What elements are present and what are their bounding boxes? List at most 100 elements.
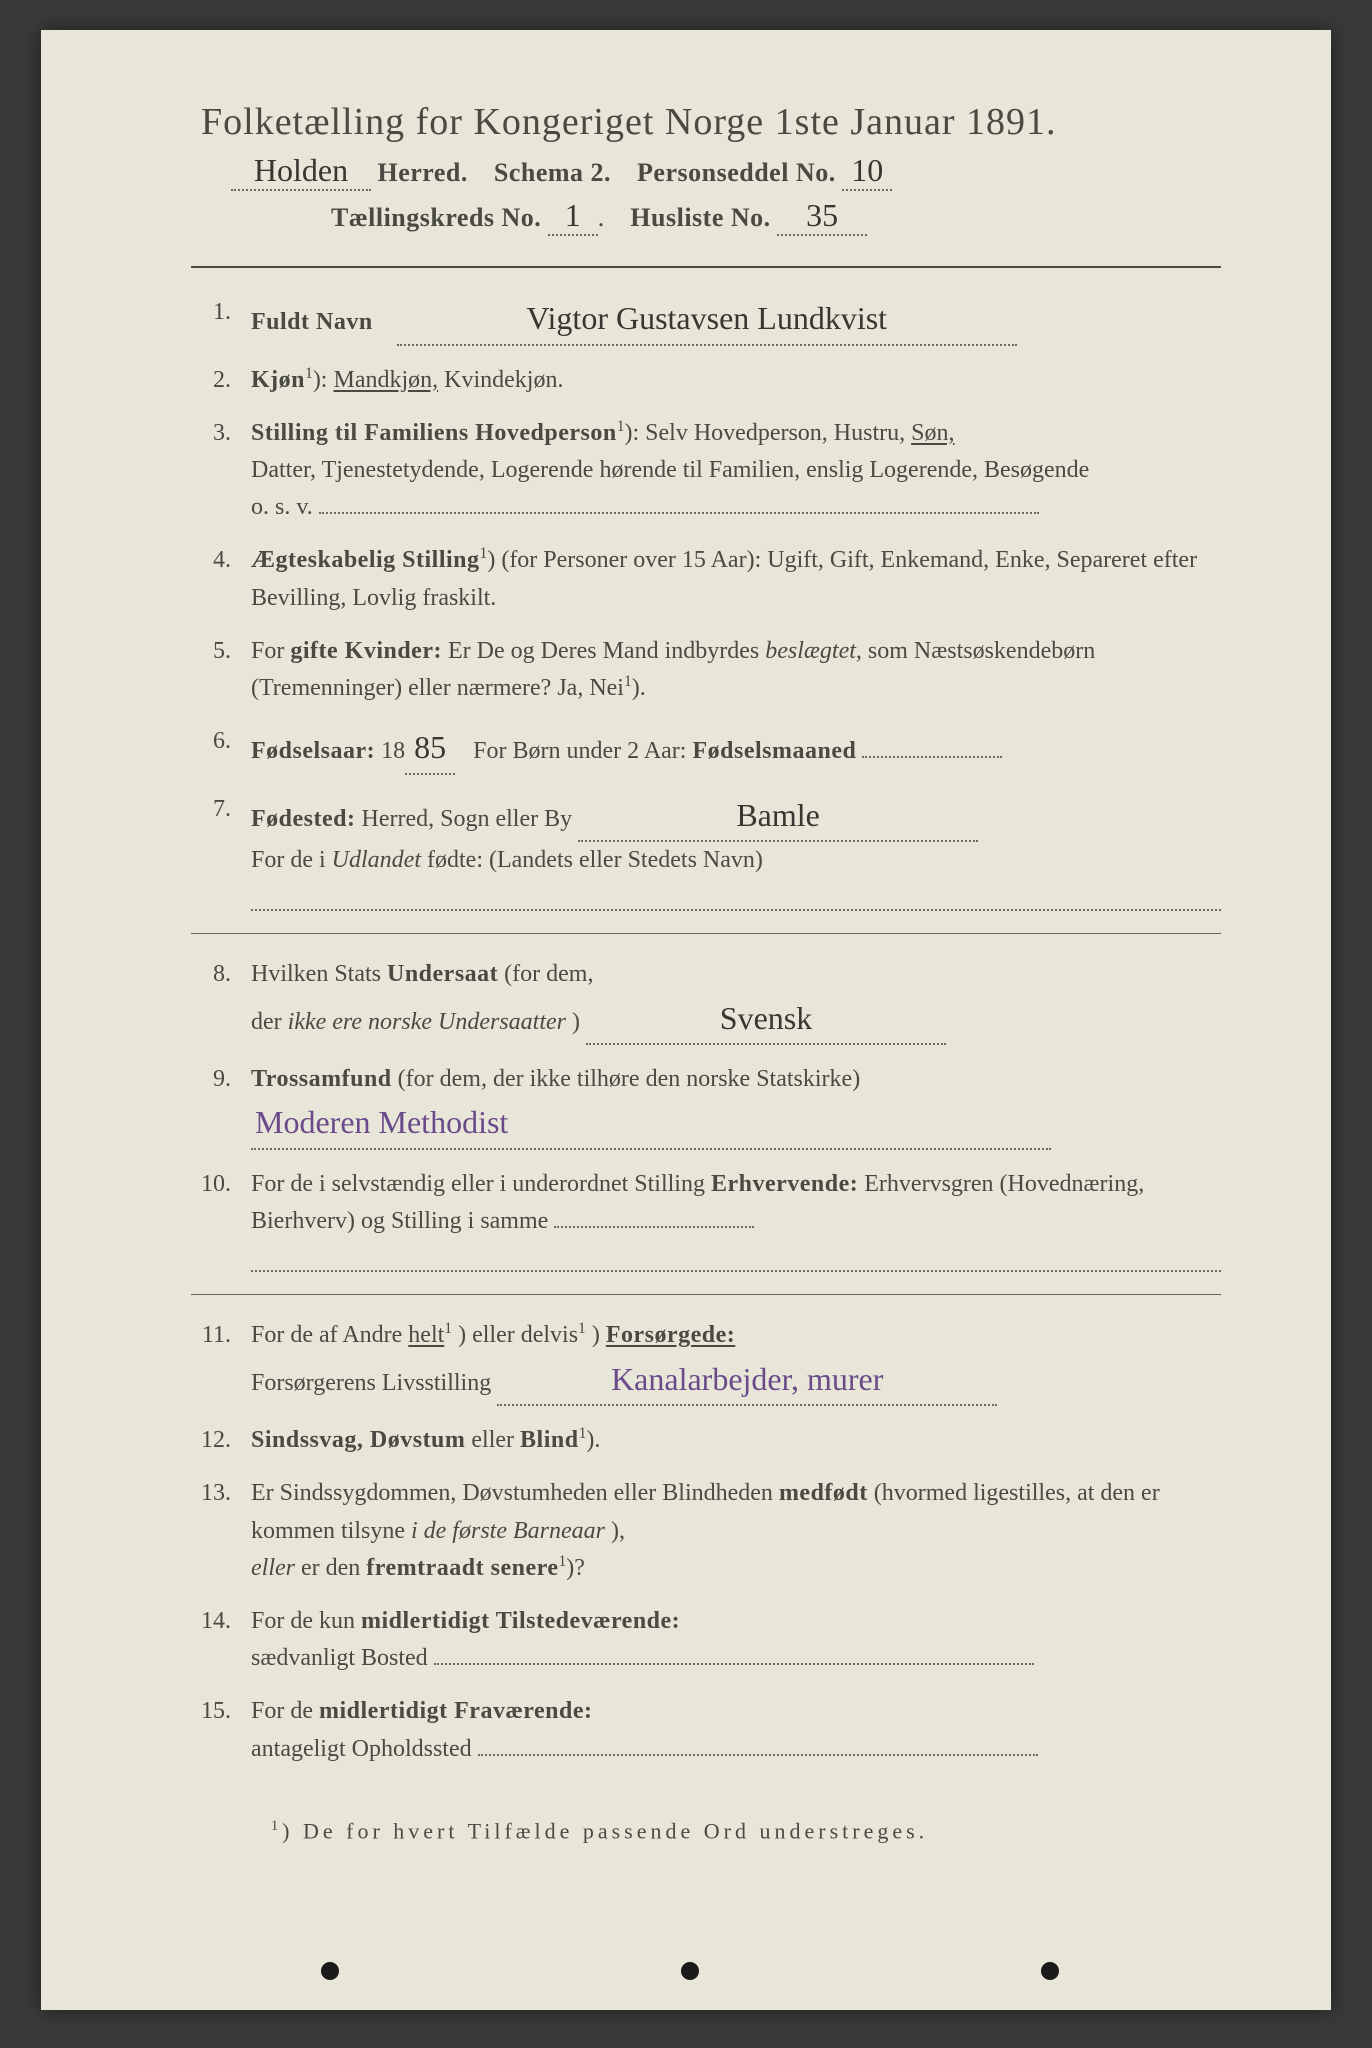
field-11-text-a: For de af Andre [251,1322,408,1348]
field-15: 15. For de midlertidigt Fraværende: anta… [191,1693,1221,1767]
field-10-dotted2 [251,1244,1221,1272]
field-7-label: Fødested: [251,806,355,832]
field-12-end: ). [586,1427,600,1453]
field-14-body: For de kun midlertidigt Tilstedeværende:… [251,1603,1221,1677]
field-3-line3: o. s. v. [251,494,313,520]
field-9: 9. Trossamfund (for dem, der ikke tilhør… [191,1061,1221,1150]
field-2-label-a: Kjøn [251,367,305,393]
mid-divider-2 [191,1294,1221,1295]
header-row-2: Tællingskreds No. 1. Husliste No. 35 [191,197,1221,236]
field-11-line2: Forsørgerens Livsstilling [251,1370,491,1396]
field-3-sup: 1 [617,418,625,435]
header-row-1: Holden Herred. Schema 2. Personseddel No… [191,152,1221,191]
field-13-line3-end: )? [566,1555,585,1581]
field-10-dotted1 [554,1226,754,1228]
footnote-sup: 1 [271,1818,282,1834]
field-14-num: 14. [191,1603,251,1677]
field-7: 7. Fødested: Herred, Sogn eller By Bamle… [191,791,1221,912]
field-14-text: For de kun [251,1608,361,1634]
punch-hole-3 [1041,1962,1059,1980]
field-5-text: Er De og Deres Mand indbyrdes [448,638,765,664]
field-1-label: Fuldt Navn [251,309,373,335]
field-9-body: Trossamfund (for dem, der ikke tilhøre d… [251,1061,1221,1150]
field-8-line2-end: ) [572,1009,580,1035]
field-11-text-b: ) eller delvis [458,1322,578,1348]
field-12: 12. Sindssvag, Døvstum eller Blind1). [191,1422,1221,1459]
field-11-value: Kanalarbejder, murer [497,1355,997,1407]
husliste-value: 35 [777,197,867,236]
field-11-label: Forsørgede: [606,1322,735,1348]
field-13-line3-bold: fremtraadt senere [366,1555,558,1581]
field-3-son: Søn, [911,420,954,446]
field-6-prefix: 18 [381,738,405,764]
field-7-value: Bamle [578,791,978,843]
field-2-body: Kjøn1): Mandkjøn, Kvindekjøn. [251,362,1221,399]
form-title: Folketælling for Kongeriget Norge 1ste J… [191,100,1221,144]
field-7-body: Fødested: Herred, Sogn eller By Bamle Fo… [251,791,1221,912]
field-15-dotted [478,1754,1038,1756]
field-6-text2: For Børn under 2 Aar: [473,738,686,764]
field-3-body: Stilling til Familiens Hovedperson1): Se… [251,415,1221,527]
field-8-value: Svensk [586,994,946,1046]
schema-label: Schema 2. [494,158,611,187]
header-divider [191,266,1221,268]
field-13-line3-a: er den [301,1555,366,1581]
field-4-num: 4. [191,542,251,616]
footnote-text: ) De for hvert Tilfælde passende Ord und… [282,1818,928,1843]
field-13-line3-ital: eller [251,1555,295,1581]
field-11-num: 11. [191,1317,251,1406]
field-5-label-b: gifte Kvinder: [290,638,442,664]
taellingskreds-label: Tællingskreds No. [331,203,541,232]
herred-value: Holden [231,152,371,191]
field-12-label: Sindssvag, Døvstum [251,1427,465,1453]
field-13-body: Er Sindssygdommen, Døvstumheden eller Bl… [251,1475,1221,1587]
field-14-label: midlertidigt Tilstedeværende: [361,1608,680,1634]
census-form-paper: Folketælling for Kongeriget Norge 1ste J… [41,30,1331,2010]
field-1-value: Vigtor Gustavsen Lundkvist [397,294,1017,346]
field-10-text-a: For de i selvstændig eller i underordnet… [251,1171,711,1197]
field-13-ital: i de første Barneaar [411,1518,605,1544]
field-6-label: Fødselsaar: [251,738,375,764]
field-5-num: 5. [191,633,251,707]
herred-label: Herred. [378,158,468,187]
field-10: 10. For de i selvstændig eller i underor… [191,1166,1221,1272]
field-8-num: 8. [191,956,251,1045]
field-14: 14. For de kun midlertidigt Tilstedevære… [191,1603,1221,1677]
field-12-body: Sindssvag, Døvstum eller Blind1). [251,1422,1221,1459]
field-15-text: For de [251,1698,319,1724]
husliste-label: Husliste No. [630,203,770,232]
field-9-text: (for dem, der ikke tilhøre den norske St… [398,1066,861,1092]
field-11: 11. For de af Andre helt1 ) eller delvis… [191,1317,1221,1406]
field-8-label-b: Undersaat [387,961,498,987]
footnote: 1) De for hvert Tilfælde passende Ord un… [191,1818,1221,1844]
field-3-num: 3. [191,415,251,527]
field-15-body: For de midlertidigt Fraværende: antageli… [251,1693,1221,1767]
field-6: 6. Fødselsaar: 1885 For Børn under 2 Aar… [191,723,1221,775]
field-13-text-a: Er Sindssygdommen, Døvstumheden eller Bl… [251,1480,779,1506]
field-11-sup2: 1 [578,1320,586,1337]
field-13-text-c: ), [611,1518,625,1544]
field-2-sup: 1 [305,365,313,382]
field-7-text: Herred, Sogn eller By [361,806,572,832]
field-2-opt-a: Mandkjøn, [333,367,438,393]
field-5-label-a: For [251,638,284,664]
field-13-num: 13. [191,1475,251,1587]
field-7-num: 7. [191,791,251,912]
mid-divider-1 [191,933,1221,934]
field-15-label: midlertidigt Fraværende: [319,1698,593,1724]
field-9-value: Moderen Methodist [251,1098,1051,1150]
field-9-label: Trossamfund [251,1066,392,1092]
field-1-body: Fuldt Navn Vigtor Gustavsen Lundkvist [251,294,1221,346]
field-13-label: medfødt [779,1480,868,1506]
punch-hole-1 [321,1962,339,1980]
field-5-ital: beslægtet, [765,638,862,664]
field-8-body: Hvilken Stats Undersaat (for dem, der ik… [251,956,1221,1045]
field-8-line2: der [251,1009,288,1035]
field-5: 5. For gifte Kvinder: Er De og Deres Man… [191,633,1221,707]
field-7-line2-ital: Udlandet [332,847,421,873]
field-3-dotted [319,512,1039,514]
field-5-body: For gifte Kvinder: Er De og Deres Mand i… [251,633,1221,707]
field-2-num: 2. [191,362,251,399]
field-6-num: 6. [191,723,251,775]
field-10-label: Erhvervende: [711,1171,858,1197]
